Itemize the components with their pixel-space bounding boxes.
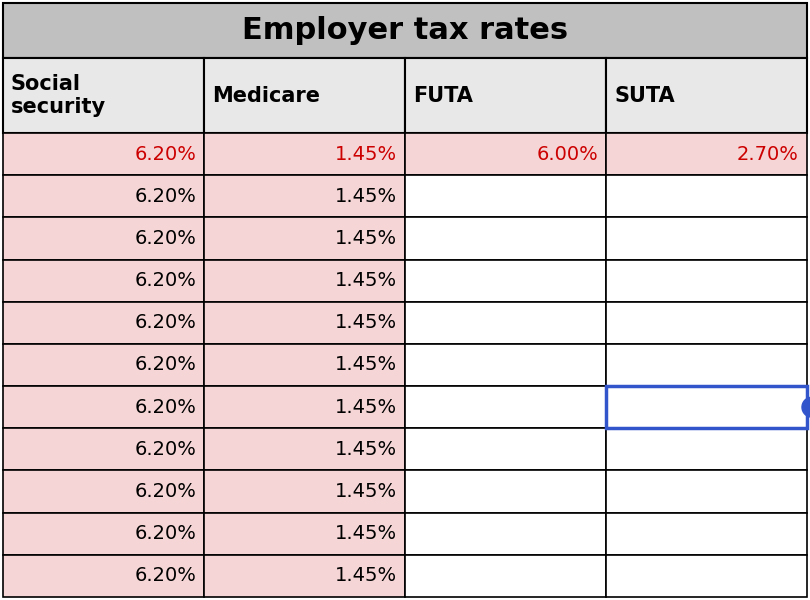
Bar (405, 133, 606, 175)
Bar (405, 260, 606, 302)
Bar (204, 302, 405, 344)
Text: 6.20%: 6.20% (134, 482, 196, 501)
Text: 6.20%: 6.20% (134, 355, 196, 374)
Text: 6.00%: 6.00% (536, 145, 598, 164)
Bar (3, 58, 204, 133)
Bar (204, 133, 405, 175)
Bar (204, 175, 405, 217)
Bar (606, 344, 807, 386)
Bar (3, 470, 204, 512)
Text: 6.20%: 6.20% (134, 271, 196, 290)
Bar (405, 175, 606, 217)
Text: 6.20%: 6.20% (134, 440, 196, 459)
Bar (405, 512, 606, 555)
Text: 6.20%: 6.20% (134, 145, 196, 164)
Text: 1.45%: 1.45% (335, 145, 397, 164)
Bar (405, 58, 606, 133)
Bar (606, 555, 807, 597)
Bar (3, 386, 204, 428)
Bar (405, 302, 606, 344)
Bar (405, 344, 606, 386)
Bar (3, 3, 807, 58)
Bar (606, 386, 807, 428)
Bar (606, 58, 807, 133)
Bar (3, 302, 204, 344)
Bar (204, 58, 405, 133)
Text: 6.20%: 6.20% (134, 187, 196, 206)
Bar (204, 217, 405, 260)
Bar (204, 470, 405, 512)
Bar (3, 344, 204, 386)
Bar (3, 428, 204, 470)
Bar (204, 555, 405, 597)
Text: 1.45%: 1.45% (335, 566, 397, 586)
Text: 6.20%: 6.20% (134, 566, 196, 586)
Bar (405, 470, 606, 512)
Text: 6.20%: 6.20% (134, 313, 196, 332)
Bar (606, 428, 807, 470)
Bar (3, 512, 204, 555)
Text: 1.45%: 1.45% (335, 398, 397, 416)
Bar (606, 302, 807, 344)
Text: 1.45%: 1.45% (335, 524, 397, 543)
Text: Medicare: Medicare (212, 85, 320, 106)
Bar (405, 217, 606, 260)
Bar (606, 470, 807, 512)
Bar (3, 175, 204, 217)
Text: FUTA: FUTA (413, 85, 473, 106)
Text: 6.20%: 6.20% (134, 398, 196, 416)
Text: 2.70%: 2.70% (737, 145, 799, 164)
Bar (606, 260, 807, 302)
Bar (204, 260, 405, 302)
Bar (3, 555, 204, 597)
Circle shape (802, 397, 810, 417)
Bar (204, 428, 405, 470)
Text: 1.45%: 1.45% (335, 355, 397, 374)
Text: 1.45%: 1.45% (335, 271, 397, 290)
Text: 6.20%: 6.20% (134, 229, 196, 248)
Text: 1.45%: 1.45% (335, 229, 397, 248)
Bar (3, 260, 204, 302)
Text: SUTA: SUTA (614, 85, 675, 106)
Text: 1.45%: 1.45% (335, 187, 397, 206)
Bar (204, 386, 405, 428)
Bar (3, 133, 204, 175)
Text: 1.45%: 1.45% (335, 313, 397, 332)
Bar (405, 428, 606, 470)
Bar (606, 175, 807, 217)
Bar (405, 386, 606, 428)
Text: 1.45%: 1.45% (335, 440, 397, 459)
Bar (204, 344, 405, 386)
Text: 6.20%: 6.20% (134, 524, 196, 543)
Bar (3, 217, 204, 260)
Bar (606, 217, 807, 260)
Text: 1.45%: 1.45% (335, 482, 397, 501)
Bar (606, 133, 807, 175)
Bar (405, 555, 606, 597)
Bar (606, 512, 807, 555)
Text: Employer tax rates: Employer tax rates (242, 16, 568, 45)
Bar (204, 512, 405, 555)
Text: Social
security: Social security (11, 74, 106, 117)
